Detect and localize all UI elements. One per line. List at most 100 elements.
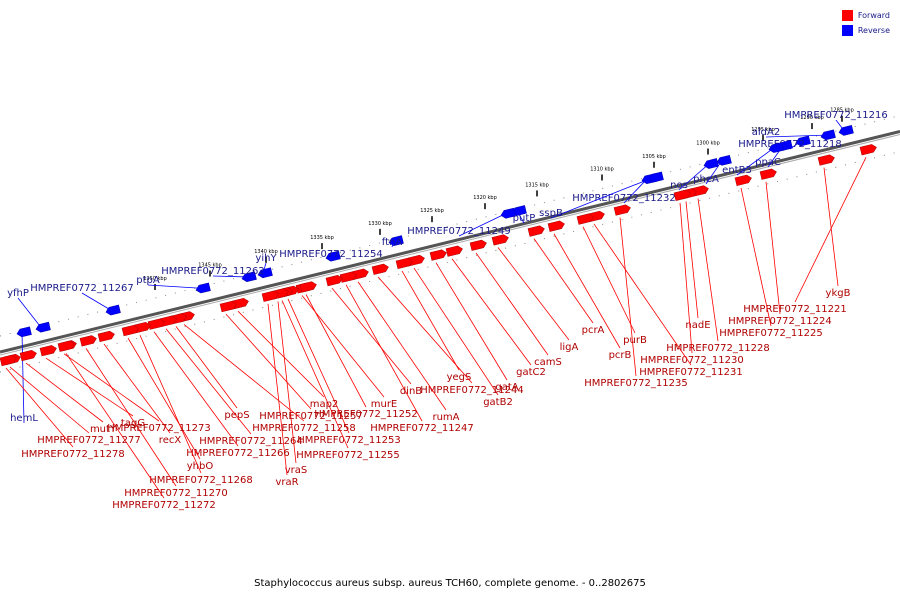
forward-gene-label: HMPREF0772_11278 (21, 449, 124, 460)
forward-gene-connector (794, 157, 867, 303)
forward-gene-connector (401, 270, 460, 371)
forward-gene (817, 154, 835, 166)
forward-gene-label: gatC2 (516, 367, 546, 378)
forward-gene-connector (139, 335, 202, 474)
scale-tick-label: 1290 kbp (800, 115, 824, 121)
forward-gene-connector (65, 353, 165, 499)
forward-gene-connector (377, 276, 473, 384)
forward-gene-label: HMPREF0772_11247 (370, 423, 473, 434)
forward-gene-label: vraR (275, 477, 298, 488)
forward-gene-label: pcrA (582, 325, 605, 336)
forward-gene-connector (593, 223, 692, 366)
forward-gene-label: HMPREF0772_11253 (297, 435, 400, 446)
scale-tick-label: 1305 kbp (642, 154, 666, 160)
reverse-gene-connector (17, 297, 42, 328)
forward-gene (613, 204, 631, 216)
reverse-gene-label: hemL (10, 413, 38, 424)
forward-gene-label: HMPREF0772_11224 (728, 316, 831, 327)
reverse-gene (257, 267, 273, 279)
forward-gene-connector (305, 294, 367, 408)
forward-gene-connector (183, 324, 305, 422)
scale-tick-label: 1300 kbp (696, 141, 720, 147)
reverse-gene-label: aldA2 (752, 127, 780, 138)
forward-gene-connector (331, 287, 412, 385)
forward-gene-label: HMPREF0772_11277 (37, 435, 140, 446)
reverse-gene-connector (765, 134, 827, 138)
forward-gene-label: mutY (90, 424, 117, 435)
forward-gene-connector (281, 300, 349, 449)
reverse-gene (768, 142, 784, 153)
forward-gene-connector (287, 298, 350, 434)
forward-gene (121, 324, 139, 337)
scale-tick-label: 1335 kbp (310, 235, 334, 241)
forward-gene (859, 144, 877, 156)
reverse-gene (325, 250, 341, 262)
scale-tick-label: 1315 kbp (525, 182, 549, 188)
reverse-gene-label: HMPREF0772_11232 (572, 193, 675, 204)
forward-gene (79, 335, 97, 347)
forward-gene (734, 174, 752, 186)
forward-gene (371, 263, 389, 275)
forward-gene-connector (357, 281, 447, 411)
reverse-gene-label: ptpA (136, 275, 160, 286)
forward-gene-label: ligA (560, 342, 579, 353)
reverse-gene-connector (736, 147, 775, 176)
forward-gene (325, 275, 343, 287)
forward-gene-connector (127, 337, 201, 460)
reverse-gene-label: putP (513, 213, 536, 224)
scale-tick-label: 1310 kbp (590, 167, 614, 173)
reverse-gene (838, 125, 854, 136)
scale-tick-label: 1340 kbp (254, 249, 278, 255)
forward-gene (445, 245, 463, 257)
forward-gene-connector (553, 233, 621, 349)
forward-gene-connector (9, 366, 90, 434)
reverse-gene (195, 282, 211, 294)
forward-gene (395, 257, 413, 270)
forward-gene-label: HMPREF0772_11244 (420, 385, 523, 396)
scale-tick-label: 1320 kbp (473, 195, 497, 201)
forward-gene-connector (345, 284, 423, 422)
forward-gene-connector (765, 181, 781, 315)
reverse-gene (105, 304, 121, 316)
forward-gene-label: HMPREF0772_11270 (124, 488, 227, 499)
reverse-gene-label: pheA (693, 174, 719, 185)
reverse-gene-connector (212, 275, 248, 278)
reverse-swatch (841, 25, 853, 36)
forward-gene-label: HMPREF0772_11268 (149, 475, 252, 486)
reverse-gene-label: HMPREF0772_11216 (784, 110, 887, 121)
forward-gene-connector (619, 217, 637, 377)
forward-gene (547, 220, 565, 232)
forward-gene-label: map2 (310, 399, 339, 410)
reverse-gene-connector (835, 119, 845, 131)
forward-gene-label: vraS (285, 465, 308, 476)
forward-gene-label: HMPREF0772_11225 (719, 328, 822, 339)
forward-gene-label: murE (371, 399, 398, 410)
forward-gene-connector (63, 353, 160, 422)
forward-gene-connector (823, 167, 839, 287)
reverse-gene (388, 235, 404, 247)
forward-gene-label: HMPREF0772_11273 (107, 423, 210, 434)
forward-gene-label: tagG (121, 418, 145, 429)
reverse-gene-label: yfhP (7, 288, 29, 299)
legend: Forward Reverse (841, 8, 890, 38)
reverse-gene (820, 129, 836, 141)
forward-gene-connector (45, 357, 134, 417)
reverse-gene-connector (516, 210, 525, 224)
reverse-gene-connector (81, 292, 112, 311)
reverse-gene-label: HMPREF0772_11249 (407, 226, 510, 237)
forward-gene (576, 213, 594, 225)
forward-gene-connector (225, 313, 312, 410)
forward-gene-label: HMPREF0772_11255 (296, 450, 399, 461)
forward-gene-connector (165, 328, 252, 435)
legend-forward-label: Forward (857, 11, 890, 20)
forward-gene (759, 168, 777, 180)
forward-gene-label: ykgB (826, 288, 851, 299)
forward-gene-label: gatB2 (483, 397, 513, 408)
forward-gene (97, 330, 115, 343)
forward-gene-label: HMPREF0772_11235 (584, 378, 687, 389)
forward-gene (339, 271, 357, 283)
forward-gene-connector (103, 343, 171, 434)
forward-gene-connector (153, 331, 239, 447)
